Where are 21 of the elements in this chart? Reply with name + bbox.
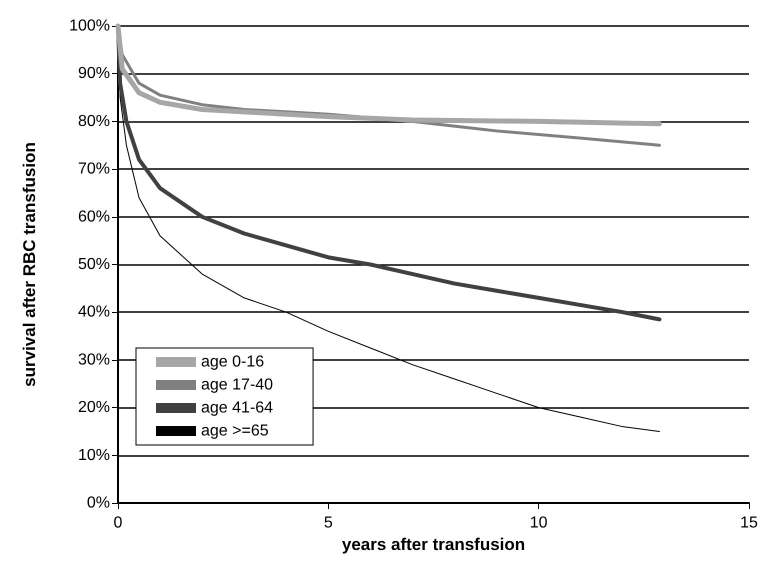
y-tick-label: 100% (69, 18, 110, 34)
y-tick-label: 0% (86, 494, 110, 512)
y-tick-label: 80% (78, 112, 110, 130)
legend-label: age 41-64 (201, 400, 274, 416)
legend-label: age 17-40 (201, 376, 274, 394)
x-axis-title: years after transfusion (342, 534, 526, 554)
y-tick-label: 20% (78, 399, 110, 416)
y-tick-label: 50% (78, 256, 110, 273)
legend-label: age 0-16 (201, 354, 264, 370)
y-tick-label: 30% (78, 351, 110, 368)
y-tick-label: 70% (78, 160, 110, 178)
y-tick-label: 10% (78, 446, 110, 464)
x-tick-label: 5 (324, 514, 333, 532)
x-tick-label: 0 (114, 514, 123, 532)
y-tick-label: 90% (78, 65, 110, 82)
legend-label: age >=65 (201, 422, 269, 440)
y-tick-label: 40% (78, 304, 110, 321)
y-tick-label: 60% (78, 208, 110, 226)
x-tick-label: 15 (740, 514, 758, 532)
x-tick-label: 10 (530, 514, 548, 532)
y-axis-title: survival after RBC transfusion (20, 142, 39, 387)
